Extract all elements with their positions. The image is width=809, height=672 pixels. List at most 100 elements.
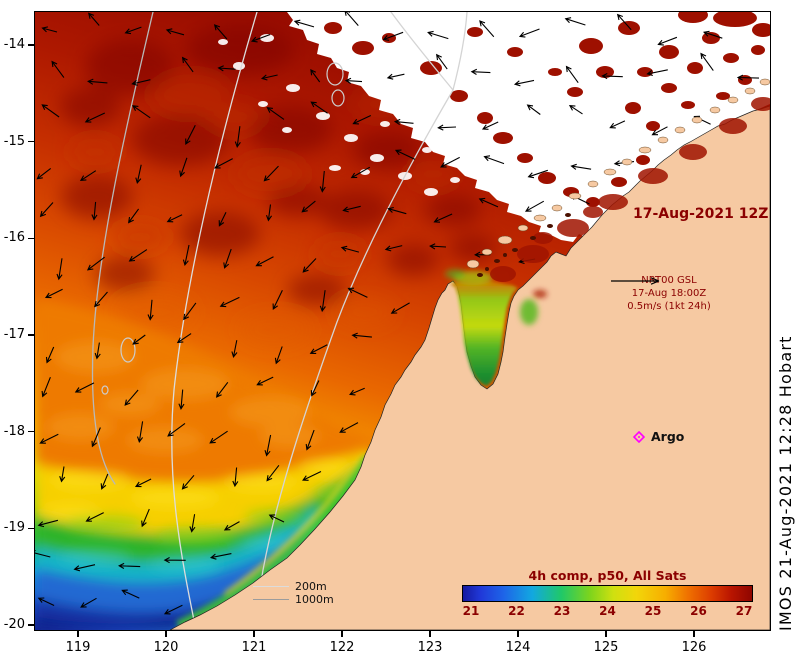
current-vector-arrow [214, 158, 233, 169]
current-vector-arrow [616, 13, 632, 31]
current-vector-arrow [135, 164, 142, 185]
x-tick-label: 119 [65, 640, 91, 655]
current-vector-arrow [564, 17, 586, 26]
current-vector-arrow [657, 36, 678, 46]
current-vector-arrow [568, 104, 583, 115]
current-vector-arrow [41, 104, 60, 118]
current-vector-arrow [470, 68, 491, 75]
x-tick-mark [693, 631, 695, 637]
velocity-scale-block: NRT00 GSL 17-Aug 18:00Z 0.5m/s (1kt 24h) [607, 274, 731, 313]
current-vector-arrow [73, 564, 96, 572]
current-vector-arrow [39, 202, 54, 218]
current-vector-arrow [179, 157, 188, 178]
current-vector-arrow [265, 204, 273, 222]
current-vector-arrow [100, 473, 109, 490]
x-tick-label: 122 [329, 640, 355, 655]
x-tick-mark [605, 631, 607, 637]
current-vector-arrow [384, 245, 403, 252]
current-vector-arrow [427, 30, 449, 40]
current-vector-arrow [167, 422, 186, 437]
current-vector-arrow [223, 248, 232, 269]
current-vector-arrow [524, 200, 545, 212]
islet-specks [477, 213, 571, 277]
current-vector-arrow [88, 12, 100, 26]
current-vector-arrow [301, 200, 316, 213]
current-vector-arrow [393, 118, 414, 126]
current-vector-arrow [565, 65, 579, 84]
current-vector-arrow [183, 302, 197, 321]
current-vector-arrow [268, 514, 285, 523]
x-tick-label: 124 [505, 640, 531, 655]
x-tick-label: 120 [153, 640, 179, 655]
current-vector-arrow [349, 387, 365, 396]
watermark-side-text: IMOS 21-Aug-2021 12:28 Hobart [776, 335, 795, 631]
current-vector-arrow [260, 74, 278, 81]
current-vector-arrow [350, 166, 371, 179]
current-vector-arrow [293, 19, 315, 28]
current-vector-arrow [216, 381, 229, 398]
argo-label: Argo [651, 429, 685, 444]
current-vector-arrow [479, 20, 495, 38]
islands [466, 78, 770, 269]
current-vector-arrow [255, 256, 274, 267]
current-vector-arrow [527, 169, 548, 179]
land-mass [169, 105, 770, 630]
current-vector-arrow [344, 77, 363, 84]
current-vector-arrow [309, 344, 328, 354]
y-tick-label: -18 [3, 423, 25, 439]
colorbar-tick-label: 27 [735, 604, 753, 618]
current-vector-arrow [339, 422, 359, 433]
current-vector-arrow [223, 521, 240, 531]
current-vector-arrow [124, 26, 142, 35]
colorbar-tick-label: 26 [690, 604, 707, 618]
y-tick-label: -19 [3, 520, 25, 536]
current-vector-arrow [429, 243, 447, 250]
colorbar-title: 4h comp, p50, All Sats [528, 568, 687, 583]
current-vector-arrow [85, 512, 104, 522]
contour-200m-label: 200m [295, 580, 327, 593]
current-vector-arrow [266, 107, 285, 120]
current-vector-arrow [344, 12, 359, 26]
x-tick-mark [77, 631, 79, 637]
current-vector-arrow [394, 149, 416, 160]
current-vector-arrow [182, 244, 190, 267]
current-vector-arrow [386, 73, 405, 80]
x-tick-label: 125 [593, 640, 619, 655]
current-vector-arrow [351, 332, 372, 339]
current-vector-arrow [436, 53, 448, 70]
y-tick-mark [28, 44, 34, 46]
current-vector-arrow [37, 519, 59, 528]
x-tick-label: 126 [681, 640, 707, 655]
current-vector-arrow [302, 471, 322, 481]
current-vector-arrow [41, 26, 58, 33]
current-vector-arrow [134, 478, 152, 488]
current-vector-arrow [651, 126, 668, 136]
current-vector-arrow [91, 201, 98, 221]
right-arrow-icon [611, 277, 660, 285]
contour-1000m-line [253, 599, 289, 600]
current-vector-arrow [132, 105, 151, 119]
current-vector-arrow [166, 214, 183, 223]
current-vector-arrow [147, 299, 154, 321]
current-vector-arrow [518, 28, 540, 38]
current-vector-arrow [700, 52, 714, 71]
current-vector-arrow [319, 290, 326, 313]
current-vector-arrow [526, 104, 541, 115]
current-vector-arrow [433, 213, 453, 223]
coastal-red-water [490, 97, 770, 282]
nrt-time-label: 17-Aug 18:00Z [631, 288, 707, 299]
current-vector-arrow [94, 291, 108, 308]
y-tick-label: -14 [3, 37, 25, 52]
current-vector-arrow [181, 56, 194, 73]
current-vector-arrow [256, 376, 274, 386]
current-vector-arrow [218, 211, 227, 227]
current-vector-arrow [128, 208, 140, 224]
current-vector-arrow [352, 115, 372, 125]
current-vector-arrow [84, 112, 106, 123]
colorbar-tick-label: 22 [508, 604, 525, 618]
current-vector-arrow [387, 206, 407, 215]
nrt-speed-label: 0.5m/s (1kt 24h) [627, 301, 711, 312]
current-vector-arrow [59, 466, 66, 483]
current-vector-arrow [702, 30, 723, 39]
current-vector-arrow [340, 245, 360, 253]
